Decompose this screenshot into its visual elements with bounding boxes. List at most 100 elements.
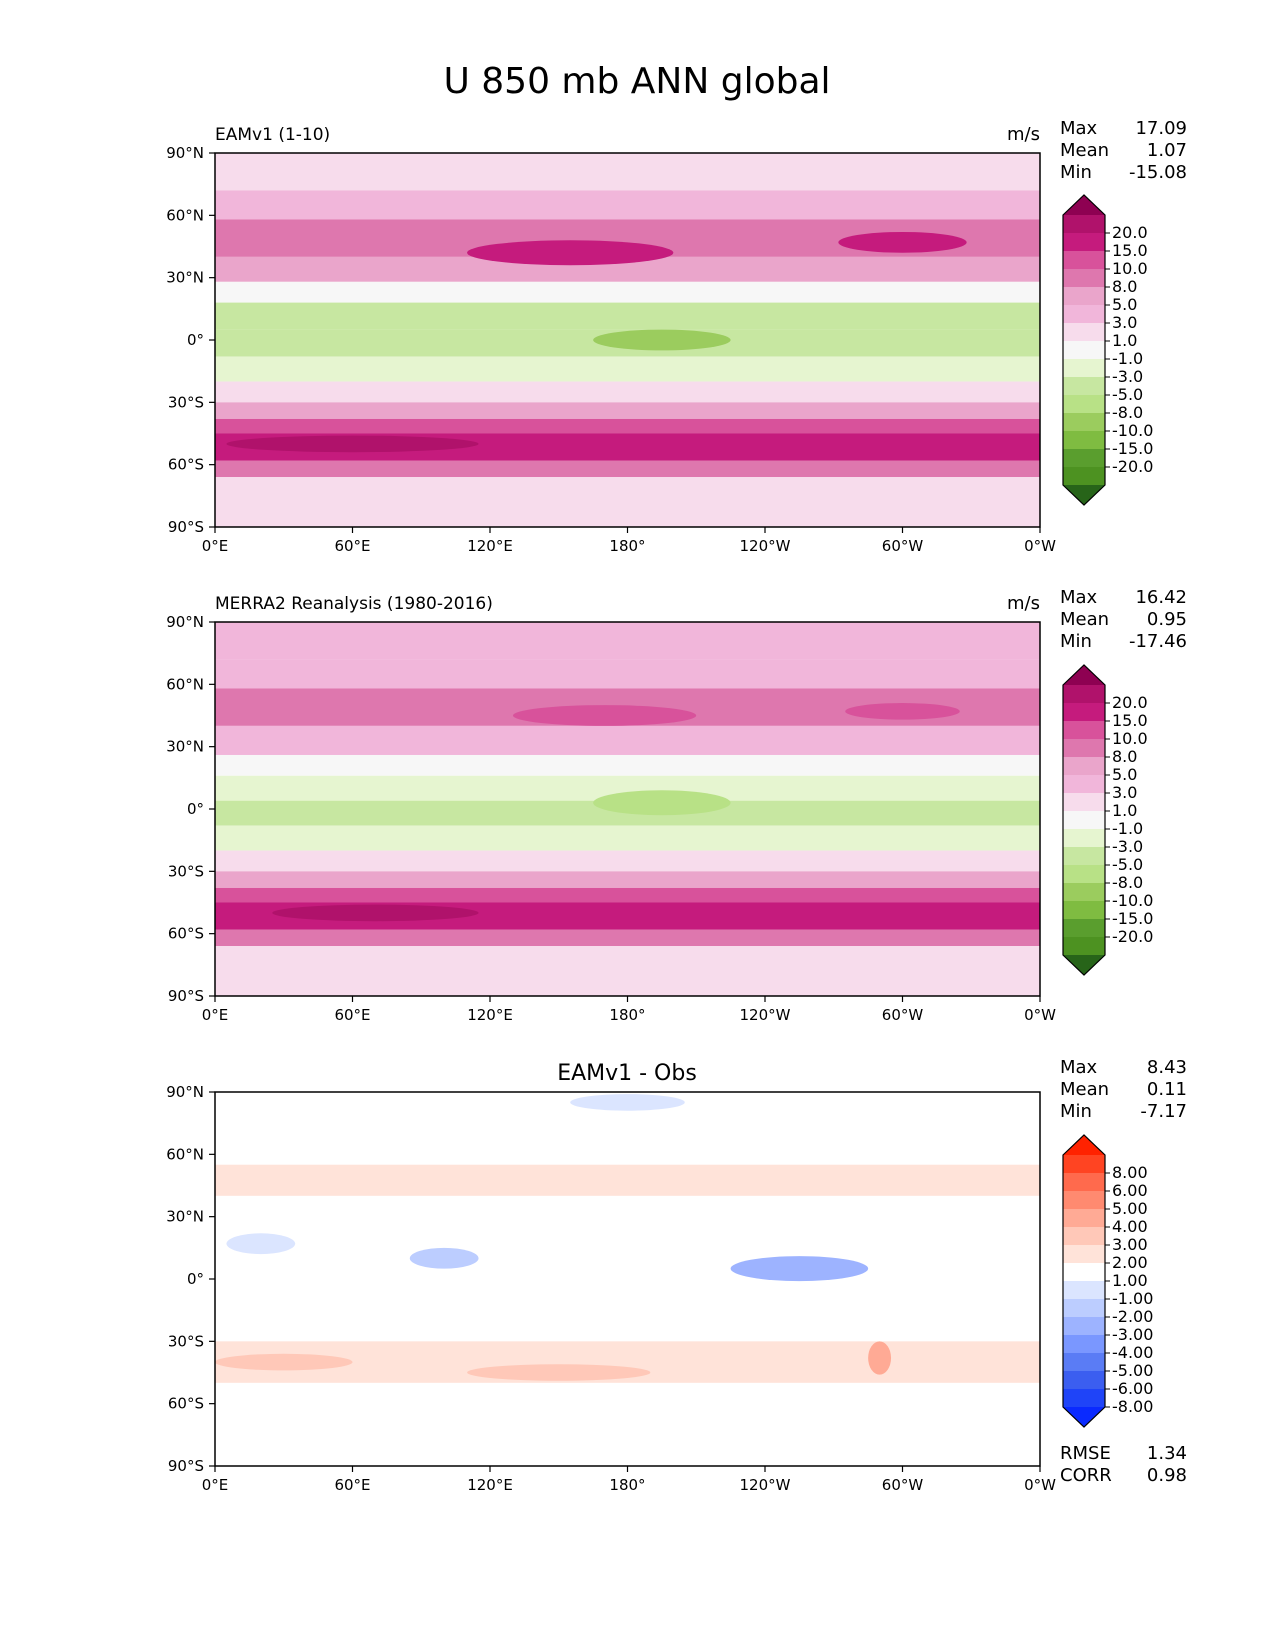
y-tick-label: 60°N	[166, 675, 204, 693]
stat-mean-value: 0.11	[1147, 1079, 1187, 1100]
colorbar-tick-label: 15.0	[1112, 711, 1148, 730]
colorbar-extend-min	[1063, 1407, 1105, 1427]
stats-block: Max 16.42 Mean 0.95 Min -17.46	[1060, 587, 1187, 652]
colorbar: 20.015.010.08.05.03.01.0-1.0-3.0-5.0-8.0…	[1062, 194, 1153, 506]
y-tick-label: 90°N	[166, 1083, 204, 1101]
axes: 0°E 60°E 120°E 180° 120°W 60°W 0°W 90°N 60°N 30°N…	[166, 613, 1056, 1024]
field-anomaly-5	[215, 1353, 353, 1371]
colorbar-tick-label: -1.0	[1112, 819, 1143, 838]
stat-max-value: 8.43	[1147, 1057, 1187, 1078]
stat-min-value: -17.46	[1129, 631, 1187, 652]
colorbar-tick-label: -10.0	[1112, 421, 1153, 440]
field-anomaly-2	[226, 1233, 296, 1255]
field-anomaly-1	[838, 231, 967, 253]
colorbar-tick-label: 4.00	[1112, 1217, 1148, 1236]
colorbar-tick-label: -6.00	[1112, 1379, 1153, 1398]
stat-mean-label: Mean	[1060, 609, 1109, 630]
field-band-13	[215, 946, 1040, 996]
colorbar-tick-label: -8.00	[1112, 1397, 1153, 1416]
colorbar-segment	[1063, 919, 1105, 938]
colorbar-segment	[1063, 1173, 1105, 1192]
field-band-4	[215, 754, 1040, 776]
colorbar-tick-label: -1.0	[1112, 349, 1143, 368]
colorbar-tick-label: -10.0	[1112, 891, 1153, 910]
colorbar-segment	[1063, 721, 1105, 740]
colorbar-segment	[1063, 829, 1105, 848]
colorbar-segment	[1063, 703, 1105, 722]
field-band-7	[215, 356, 1040, 382]
axes: 0°E 60°E 120°E 180° 120°W 60°W 0°W 90°N 60°N 30°N…	[166, 1083, 1056, 1494]
colorbar-segment	[1063, 1191, 1105, 1210]
colorbar-tick-label: -5.0	[1112, 385, 1143, 404]
x-tick-label: 180°	[609, 1006, 645, 1024]
colorbar: 20.015.010.08.05.03.01.0-1.0-3.0-5.0-8.0…	[1062, 664, 1153, 976]
colorbar-segment	[1063, 1389, 1105, 1408]
panel-units: m/s	[1007, 124, 1040, 145]
colorbar-outline	[1062, 194, 1106, 506]
colorbar-tick-label: 1.00	[1112, 1271, 1148, 1290]
skill-scores: RMSE 1.34 CORR 0.98	[1060, 1443, 1187, 1486]
field-band-12	[215, 929, 1040, 947]
colorbar-tick-label: 3.0	[1112, 313, 1137, 332]
stat-min-value: -15.08	[1129, 162, 1187, 183]
y-tick-label: 60°S	[168, 1395, 204, 1413]
colorbar-tick-label: 20.0	[1112, 693, 1148, 712]
x-tick-label: 180°	[609, 537, 645, 555]
colorbar-segment	[1063, 847, 1105, 866]
field-band-2	[215, 1195, 1040, 1228]
colorbar-tick-label: -4.00	[1112, 1343, 1153, 1362]
stat-max-value: 16.42	[1135, 587, 1187, 608]
colorbar-segment	[1063, 1263, 1105, 1282]
colorbar-segment	[1063, 1281, 1105, 1300]
y-tick-label: 0°	[187, 800, 204, 818]
figure-title: U 850 mb ANN global	[443, 61, 830, 102]
y-tick-label: 30°S	[168, 862, 204, 880]
colorbar-tick-label: 1.0	[1112, 331, 1137, 350]
y-tick-label: 30°S	[168, 393, 204, 411]
colorbar-segment	[1063, 1353, 1105, 1372]
colorbar-segment	[1063, 1155, 1105, 1174]
field-band-1	[215, 1164, 1040, 1196]
colorbar-segment	[1063, 1317, 1105, 1336]
x-tick-label: 120°W	[740, 1476, 791, 1494]
x-tick-label: 60°E	[334, 1476, 370, 1494]
colorbar-tick-label: -15.0	[1112, 439, 1153, 458]
colorbar-segment	[1063, 1299, 1105, 1318]
x-tick-label: 60°E	[334, 537, 370, 555]
x-tick-label: 0°W	[1024, 537, 1056, 555]
x-tick-label: 0°E	[202, 1476, 229, 1494]
colorbar-extend-max	[1063, 665, 1105, 685]
colorbar-tick-label: -1.00	[1112, 1289, 1153, 1308]
colorbar-segment	[1063, 251, 1105, 270]
stat-mean-value: 0.95	[1147, 609, 1187, 630]
stat-max-label: Max	[1060, 118, 1098, 139]
stat-mean-label: Mean	[1060, 1079, 1109, 1100]
field-band-1	[215, 190, 1040, 220]
colorbar-segment	[1063, 1371, 1105, 1390]
colorbar-segment	[1063, 341, 1105, 360]
colorbar-segment	[1063, 1245, 1105, 1264]
corr-label: CORR	[1060, 1465, 1112, 1486]
colorbar-extend-min	[1063, 485, 1105, 505]
colorbar-segment	[1063, 1227, 1105, 1246]
field-anomaly-3	[272, 904, 479, 922]
colorbar-segment	[1063, 413, 1105, 432]
colorbar-extend-max	[1063, 1135, 1105, 1155]
colorbar-extend-max	[1063, 195, 1105, 215]
colorbar-tick-label: 6.00	[1112, 1181, 1148, 1200]
axes: 0°E 60°E 120°E 180° 120°W 60°W 0°W 90°N 60°N 30°N…	[166, 144, 1056, 555]
panel-title: MERRA2 Reanalysis (1980-2016)	[215, 594, 493, 614]
x-tick-label: 60°W	[882, 537, 924, 555]
stat-min-label: Min	[1060, 1101, 1092, 1122]
y-tick-label: 90°S	[168, 987, 204, 1005]
field-band-3	[215, 725, 1040, 755]
colorbar-segment	[1063, 377, 1105, 396]
x-tick-label: 120°E	[467, 537, 513, 555]
y-tick-label: 90°N	[166, 144, 204, 162]
field-band-13	[215, 477, 1040, 527]
colorbar-tick-label: -8.0	[1112, 873, 1143, 892]
stat-max-value: 17.09	[1135, 118, 1187, 139]
field-anomaly-1	[409, 1247, 479, 1269]
y-tick-label: 30°N	[166, 738, 204, 756]
panel-obs: MERRA2 Reanalysis (1980-2016) m/s Max 16…	[166, 587, 1187, 1024]
